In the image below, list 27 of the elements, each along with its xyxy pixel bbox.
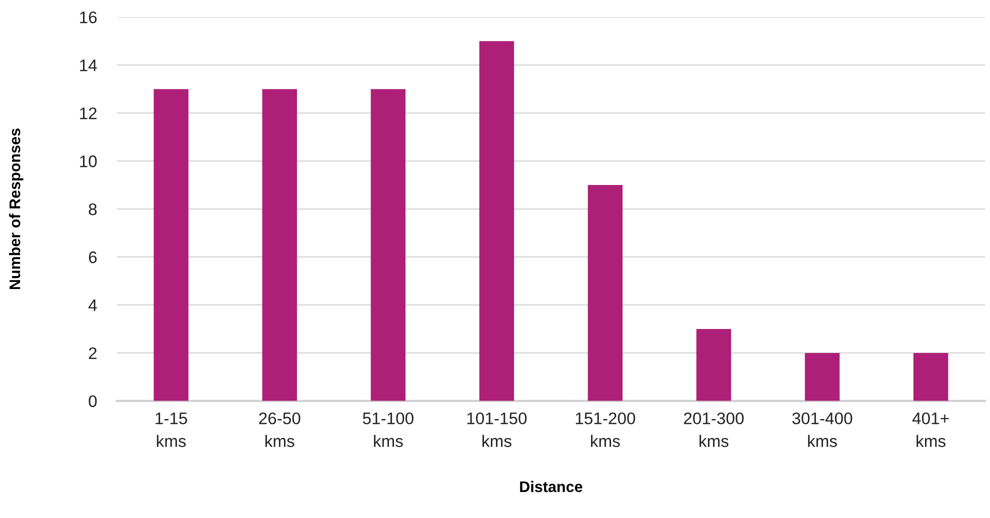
bar — [370, 89, 406, 401]
x-tick-label: 51-100 kms — [362, 412, 414, 448]
x-tick-label: 1-15 kms — [156, 412, 188, 448]
bar — [588, 185, 623, 401]
x-tick-label: 201-300 kms — [684, 412, 744, 448]
y-tick-label: 2 — [88, 347, 97, 359]
x-tick-label: 101-150 kms — [467, 412, 527, 448]
x-tick-label: 301-400 kms — [792, 412, 852, 448]
bar — [262, 89, 297, 401]
y-tick-label: 16 — [80, 11, 97, 24]
y-tick-label: 8 — [88, 203, 97, 216]
bar — [154, 89, 188, 401]
x-axis-title: Distance — [520, 480, 582, 492]
bar — [804, 352, 840, 401]
y-tick-label: 4 — [88, 300, 97, 312]
y-tick-label: 6 — [88, 251, 97, 264]
bar — [479, 41, 514, 401]
bar — [913, 352, 948, 401]
y-tick-label: 14 — [80, 60, 97, 72]
x-tick-label: 401+ kms — [912, 412, 949, 448]
y-tick-label: 10 — [80, 155, 97, 168]
y-axis-title: Number of Responses — [9, 128, 24, 290]
x-tick-label: 26-50 kms — [259, 412, 300, 448]
y-tick-label: 12 — [80, 107, 97, 120]
x-tick-label: 151-200 kms — [576, 412, 636, 448]
bar — [696, 328, 732, 401]
y-tick-label: 0 — [88, 395, 97, 408]
